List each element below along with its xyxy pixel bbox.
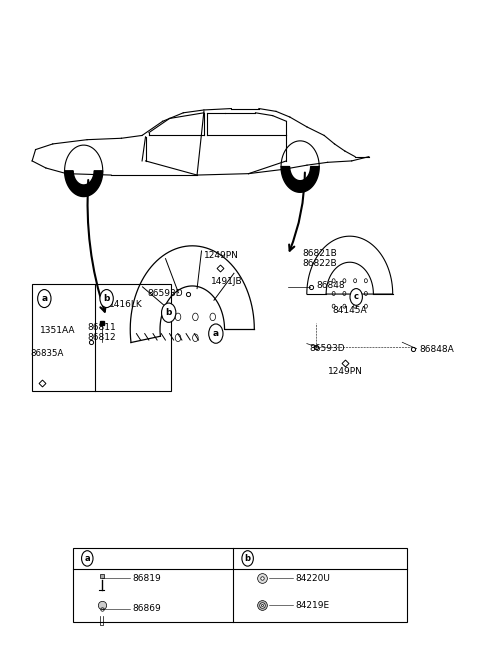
- Circle shape: [100, 289, 113, 307]
- Text: b: b: [245, 554, 251, 563]
- Text: 84219E: 84219E: [295, 601, 329, 610]
- Text: 1249PN: 1249PN: [204, 251, 239, 260]
- Bar: [33, 284, 171, 391]
- Text: a: a: [213, 329, 219, 338]
- Text: 86848: 86848: [316, 281, 345, 290]
- Text: 86819: 86819: [132, 574, 161, 583]
- Text: b: b: [103, 294, 110, 303]
- Text: c: c: [354, 293, 359, 302]
- Polygon shape: [65, 171, 103, 196]
- Polygon shape: [281, 167, 319, 193]
- Text: 1351AA: 1351AA: [39, 326, 75, 335]
- Text: 86835A: 86835A: [30, 349, 63, 358]
- Circle shape: [82, 550, 93, 566]
- Circle shape: [242, 550, 253, 566]
- Text: 1416LK: 1416LK: [108, 300, 142, 309]
- Text: a: a: [84, 554, 90, 563]
- Text: 86811
86812: 86811 86812: [87, 323, 116, 342]
- Circle shape: [162, 303, 176, 322]
- Text: a: a: [41, 294, 48, 303]
- Circle shape: [209, 324, 223, 343]
- Bar: [73, 548, 407, 622]
- Text: 86593D: 86593D: [147, 289, 183, 298]
- Circle shape: [37, 289, 51, 307]
- Text: 86593D: 86593D: [309, 344, 345, 353]
- Text: 1491JB: 1491JB: [211, 276, 243, 286]
- Text: 1249PN: 1249PN: [327, 367, 362, 376]
- Text: 86869: 86869: [132, 604, 161, 613]
- Circle shape: [350, 289, 362, 306]
- Text: 86821B
86822B: 86821B 86822B: [302, 249, 337, 269]
- Text: 84220U: 84220U: [295, 574, 330, 583]
- Text: b: b: [166, 308, 172, 317]
- Text: 84145A: 84145A: [333, 306, 367, 315]
- Text: 86848A: 86848A: [419, 345, 454, 354]
